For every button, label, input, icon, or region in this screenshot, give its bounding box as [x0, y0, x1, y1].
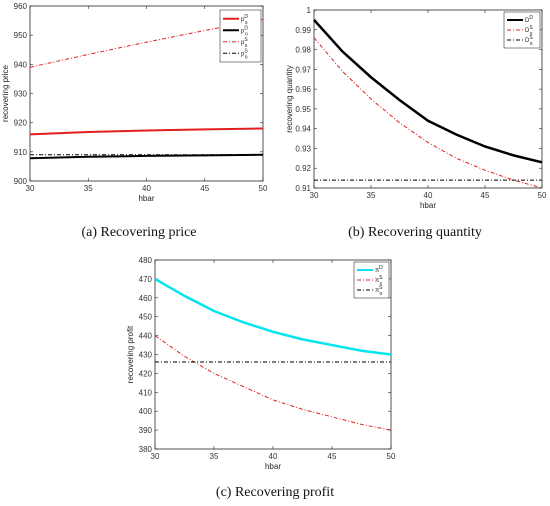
caption-price: (a) Recovering price: [81, 225, 197, 240]
chart-0: 30 35 40 45 50 900 910 920 930 940 950 960 hbar recov…: [1, 2, 268, 203]
y-tick-label: 0.94: [295, 125, 311, 134]
y-tick-label: 910: [14, 148, 28, 157]
chart-1: 30 35 40 45 50 0.91 0.92 0.93 0.94 0.95 0.96 0.97 0.…: [285, 6, 547, 210]
plot-frame: [154, 259, 392, 450]
legend-entry: DS s: [525, 25, 533, 37]
x-tick-label: 40: [269, 452, 278, 461]
x-tick-label: 45: [200, 184, 209, 193]
series-line-1: [313, 37, 543, 189]
x-tick-label: 35: [210, 452, 219, 461]
y-tick-label: 1: [307, 6, 312, 15]
y-tick-label: 0.97: [295, 65, 311, 74]
x-tick-label: 45: [328, 452, 337, 461]
y-tick-label: 390: [139, 426, 153, 435]
x-axis-label: hbar: [420, 201, 436, 210]
y-axis-label: recovering profit: [126, 325, 135, 383]
x-tick-label: 35: [367, 191, 376, 200]
legend-entry: πD: [375, 265, 383, 274]
y-tick-label: 410: [139, 388, 153, 397]
x-axis-label: hbar: [265, 462, 281, 471]
y-tick-label: 450: [139, 313, 153, 322]
y-tick-label: 0.98: [295, 46, 311, 55]
y-tick-label: 400: [139, 407, 153, 416]
x-tick-label: 50: [387, 452, 396, 461]
y-axis-label: recovering quantity: [285, 65, 294, 133]
y-tick-label: 420: [139, 369, 153, 378]
y-tick-label: 960: [14, 2, 28, 11]
legend-entry: pS o: [241, 48, 248, 60]
legend-entry: pS s: [241, 37, 248, 49]
y-tick-label: 440: [139, 332, 153, 341]
y-tick-label: 430: [139, 351, 153, 360]
legend-entry: πS o: [375, 285, 383, 297]
y-tick-label: 930: [14, 90, 28, 99]
y-tick-label: 480: [139, 256, 153, 265]
y-tick-label: 0.96: [295, 85, 311, 94]
legend-entry: πS s: [375, 275, 383, 287]
y-tick-label: 920: [14, 119, 28, 128]
y-tick-label: 0.92: [295, 164, 311, 173]
y-tick-label: 0.93: [295, 144, 311, 153]
legend-entry: DD: [525, 15, 533, 24]
x-tick-label: 50: [259, 184, 268, 193]
y-tick-label: 380: [139, 445, 153, 454]
x-tick-label: 30: [310, 191, 319, 200]
y-tick-label: 0.91: [295, 184, 311, 193]
legend-entry: pD s: [241, 14, 248, 26]
y-tick-label: 900: [14, 177, 28, 186]
x-tick-label: 40: [424, 191, 433, 200]
caption-quantity: (b) Recovering quantity: [348, 225, 482, 240]
y-tick-label: 0.99: [295, 26, 311, 35]
series-line-0: [154, 277, 392, 356]
legend-entry: pD o: [241, 25, 248, 37]
y-tick-label: 460: [139, 294, 153, 303]
x-axis-label: hbar: [138, 194, 154, 203]
x-tick-label: 50: [538, 191, 547, 200]
legend-entry: DS o: [525, 35, 533, 47]
y-tick-label: 940: [14, 60, 28, 69]
series-line-1: [29, 153, 264, 160]
y-tick-label: 470: [139, 275, 153, 284]
caption-profit: (c) Recovering profit: [215, 485, 335, 500]
chart-2: 30 35 40 45 50 380 390 400 410 420 430 440 450 460 470…: [126, 256, 396, 471]
legend: pD spD opS spS o: [219, 9, 262, 63]
y-tick-label: 0.95: [295, 105, 311, 114]
x-tick-label: 35: [84, 184, 93, 193]
x-tick-label: 30: [151, 452, 160, 461]
y-tick-label: 950: [14, 31, 28, 40]
x-tick-label: 40: [142, 184, 151, 193]
x-tick-label: 30: [26, 184, 35, 193]
x-tick-label: 45: [481, 191, 490, 200]
y-axis-label: recovering price: [1, 64, 10, 121]
series-line-0: [29, 127, 264, 136]
series-line-0: [313, 19, 543, 164]
